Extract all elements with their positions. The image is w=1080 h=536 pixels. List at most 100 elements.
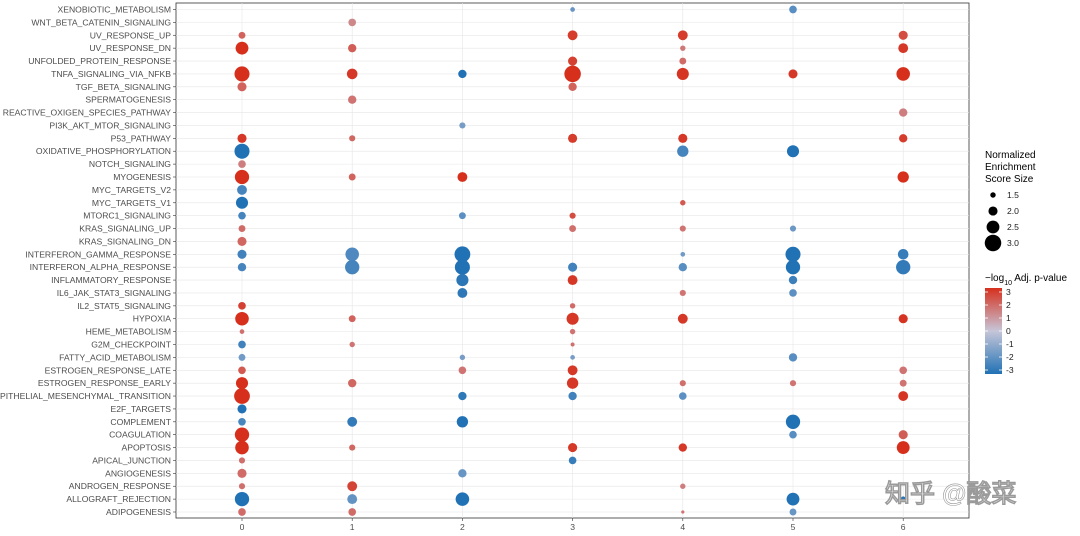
data-point xyxy=(570,355,575,360)
y-tick-label: UV_RESPONSE_DN xyxy=(89,43,171,53)
data-point xyxy=(679,57,687,65)
y-tick-label: PI3K_AKT_MTOR_SIGNALING xyxy=(49,120,171,130)
x-tick-label: 4 xyxy=(680,522,685,532)
size-legend-title-line1: Normalized xyxy=(985,150,1036,161)
data-point xyxy=(457,172,468,182)
data-point xyxy=(679,225,686,232)
data-point xyxy=(348,95,357,104)
y-tick-label: APOPTOSIS xyxy=(121,443,171,453)
data-point xyxy=(237,263,247,272)
y-tick-label: ESTROGEN_RESPONSE_LATE xyxy=(45,365,172,375)
data-point xyxy=(786,145,800,158)
data-points xyxy=(234,5,911,516)
data-point xyxy=(234,169,250,185)
data-point xyxy=(346,68,358,80)
color-legend-label: 2 xyxy=(1006,300,1011,310)
data-point xyxy=(899,108,908,117)
data-point xyxy=(238,302,246,310)
y-axis-ticks: XENOBIOTIC_METABOLISM WNT_BETA_CATENIN_SI… xyxy=(0,5,176,517)
data-point xyxy=(898,391,909,401)
y-tick-label: ANDROGEN_RESPONSE xyxy=(69,481,171,491)
data-point xyxy=(238,353,246,361)
data-point xyxy=(348,43,357,53)
data-point xyxy=(238,211,246,220)
data-point xyxy=(568,56,578,66)
y-tick-label: IL2_STAT5_SIGNALING xyxy=(77,301,171,311)
y-tick-label: COMPLEMENT xyxy=(110,417,171,427)
data-point xyxy=(458,469,467,478)
data-point xyxy=(569,303,576,309)
data-point xyxy=(896,260,911,275)
data-point xyxy=(678,443,687,452)
y-tick-label: IL6_JAK_STAT3_SIGNALING xyxy=(57,288,172,298)
data-point xyxy=(897,249,909,260)
data-point xyxy=(454,259,470,275)
data-point xyxy=(899,134,908,143)
y-tick-label: KRAS_SIGNALING_DN xyxy=(79,236,171,246)
data-point xyxy=(788,275,798,285)
data-point xyxy=(789,5,797,14)
y-tick-label: ALLOGRAFT_REJECTION xyxy=(66,494,171,504)
color-legend-label: -1 xyxy=(1006,339,1014,349)
size-legend-label: 3.0 xyxy=(1007,238,1019,248)
data-point xyxy=(348,378,357,388)
data-point xyxy=(568,82,577,91)
data-point xyxy=(789,380,797,387)
y-tick-label: INFLAMMATORY_RESPONSE xyxy=(51,275,171,285)
y-tick-label: UV_RESPONSE_UP xyxy=(90,30,171,40)
data-point xyxy=(348,315,356,323)
data-point xyxy=(677,145,689,157)
y-tick-label: HYPOXIA xyxy=(133,314,171,324)
data-point xyxy=(235,440,249,455)
data-point xyxy=(900,496,906,502)
data-point xyxy=(349,135,356,142)
data-point xyxy=(679,380,686,387)
y-tick-label: ANGIOGENESIS xyxy=(105,468,171,478)
data-point xyxy=(238,160,246,168)
y-tick-label: INTERFERON_ALPHA_RESPONSE xyxy=(30,262,172,272)
data-point xyxy=(569,328,576,335)
data-point xyxy=(347,416,358,427)
color-legend-label: -2 xyxy=(1006,352,1014,362)
x-axis-ticks: 0 1 2 3 4 5 6 xyxy=(240,518,906,532)
data-point xyxy=(238,483,246,490)
y-tick-label: NOTCH_SIGNALING xyxy=(89,159,171,169)
y-tick-label: MTORC1_SIGNALING xyxy=(83,211,171,221)
y-tick-label: FATTY_ACID_METABOLISM xyxy=(59,352,171,362)
data-point xyxy=(349,341,355,348)
data-point xyxy=(235,196,249,209)
y-tick-label: E2F_TARGETS xyxy=(111,404,172,414)
data-point xyxy=(566,377,579,389)
data-point xyxy=(677,30,688,41)
data-point xyxy=(785,260,801,275)
data-point xyxy=(568,262,578,272)
x-tick-label: 6 xyxy=(901,522,906,532)
y-tick-label: MYC_TARGETS_V1 xyxy=(92,198,171,208)
data-point xyxy=(899,379,907,387)
data-point xyxy=(348,173,356,181)
data-point xyxy=(454,246,471,263)
data-point xyxy=(235,41,249,55)
data-point xyxy=(237,133,247,143)
data-point xyxy=(680,200,686,206)
data-point xyxy=(235,311,249,326)
data-point xyxy=(347,494,358,505)
data-point xyxy=(677,313,688,324)
data-point xyxy=(348,18,357,27)
data-point xyxy=(678,133,688,143)
size-legend-dot xyxy=(986,220,1000,234)
data-point xyxy=(567,30,578,41)
color-legend-label: 0 xyxy=(1006,326,1011,336)
size-legend-dot xyxy=(990,192,996,198)
size-legend-dot xyxy=(988,206,998,216)
data-point xyxy=(681,510,685,514)
data-point xyxy=(678,392,687,400)
data-point xyxy=(785,246,801,262)
data-point xyxy=(458,366,467,375)
data-point xyxy=(237,468,247,478)
y-tick-label: COAGULATION xyxy=(109,430,171,440)
data-point xyxy=(678,263,687,272)
data-point xyxy=(676,67,689,80)
data-point xyxy=(789,225,797,232)
